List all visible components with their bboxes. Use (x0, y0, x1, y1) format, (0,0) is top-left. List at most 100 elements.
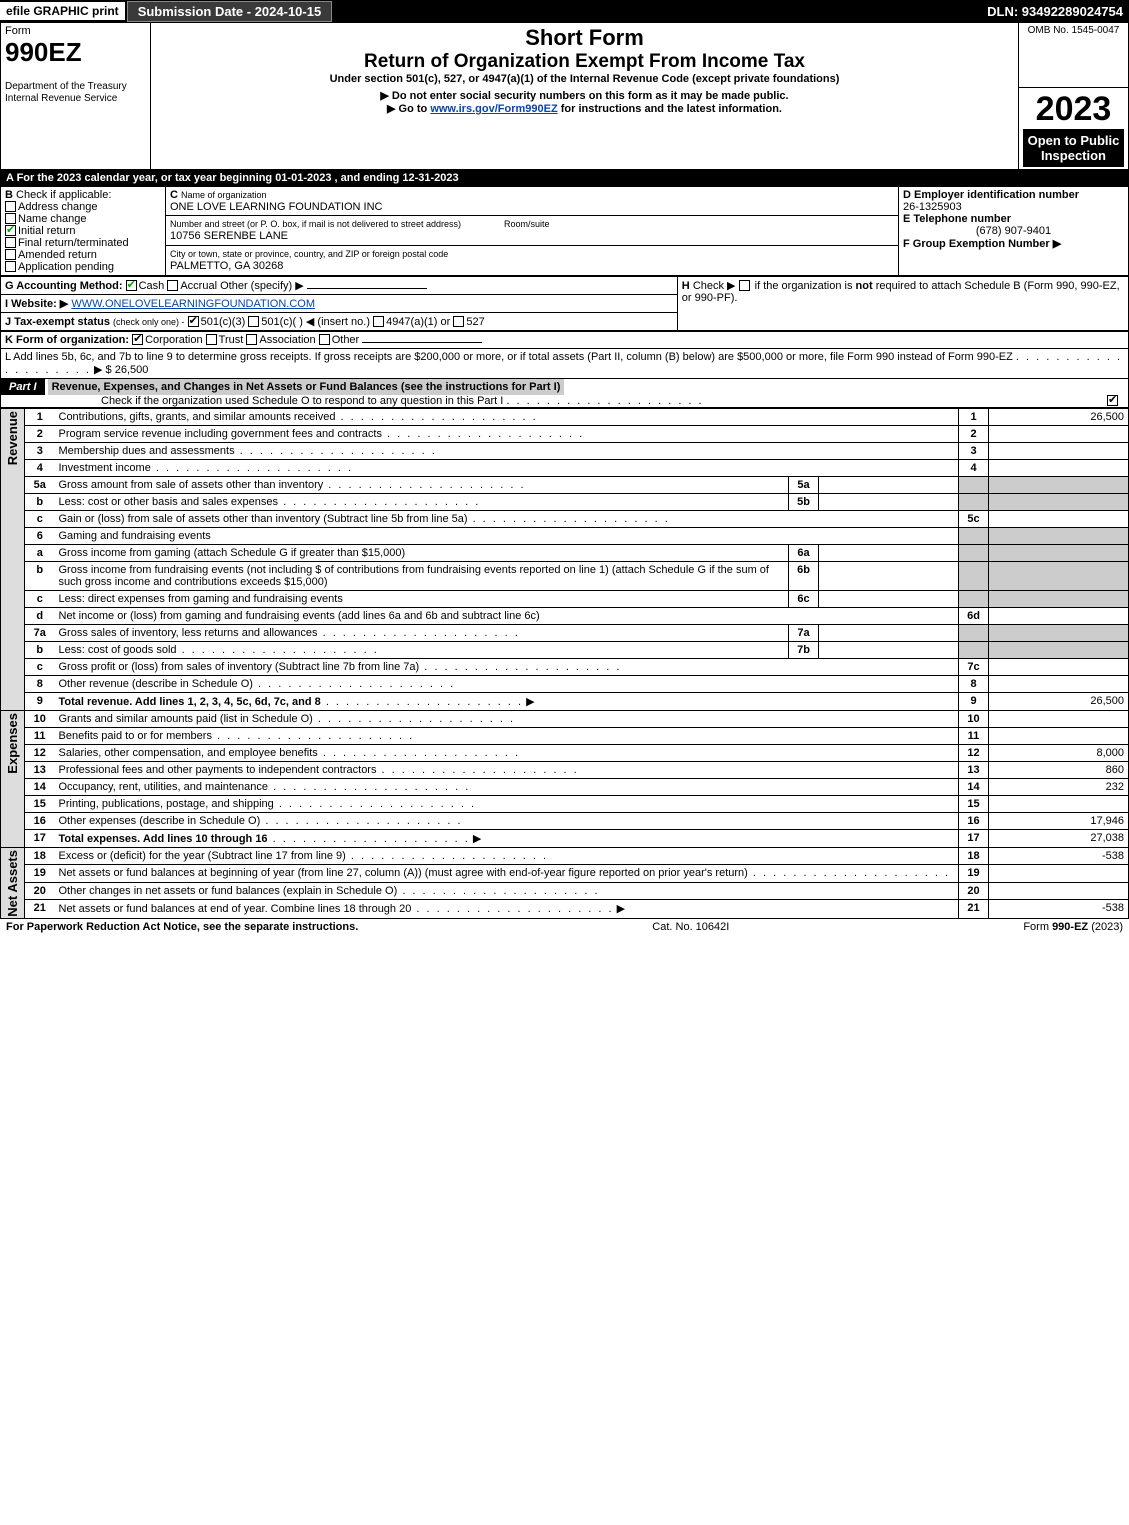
irs-link[interactable]: www.irs.gov/Form990EZ (430, 103, 557, 115)
org-info-table: B Check if applicable: Address change Na… (0, 186, 1129, 276)
opt-application-pending: Application pending (18, 261, 114, 273)
ln16-num: 16 (25, 812, 55, 829)
ln6d-box: 6d (959, 607, 989, 624)
omb-number: OMB No. 1545-0047 (1023, 25, 1124, 36)
ln13-desc: Professional fees and other payments to … (55, 761, 959, 778)
subtitle: Under section 501(c), 527, or 4947(a)(1)… (155, 73, 1014, 85)
part1-lines-table: Revenue 1 Contributions, gifts, grants, … (0, 408, 1129, 920)
opt-527: 527 (466, 316, 484, 328)
opt-name-change: Name change (18, 213, 87, 225)
ln6a-desc: Gross income from gaming (attach Schedul… (55, 544, 789, 561)
chk-other-org[interactable] (319, 334, 330, 345)
ln6-desc: Gaming and fundraising events (55, 527, 959, 544)
chk-final-return[interactable] (5, 237, 16, 248)
chk-corporation[interactable] (132, 334, 143, 345)
efile-print[interactable]: efile GRAPHIC print (0, 2, 125, 20)
title-return: Return of Organization Exempt From Incom… (155, 51, 1014, 73)
ln11-num: 11 (25, 727, 55, 744)
footer-center: Cat. No. 10642I (652, 921, 729, 933)
ln4-num: 4 (25, 459, 55, 476)
chk-association[interactable] (246, 334, 257, 345)
g-h-table: G Accounting Method: Cash Accrual Other … (0, 276, 1129, 331)
form-id-cell: Form 990EZ Department of the Treasury In… (1, 23, 151, 170)
opt-corporation: Corporation (145, 334, 202, 346)
part1-label: Part I (1, 379, 45, 395)
ln7a-shade2 (989, 624, 1129, 641)
header-table: Form 990EZ Department of the Treasury In… (0, 22, 1129, 170)
i-label: I Website: ▶ (5, 298, 68, 310)
dln: DLN: 93492289024754 (987, 4, 1129, 19)
top-bar: efile GRAPHIC print Submission Date - 20… (0, 0, 1129, 22)
chk-initial-return[interactable] (5, 225, 16, 236)
title-cell: Short Form Return of Organization Exempt… (151, 23, 1019, 88)
section-h: H Check ▶ if the organization is not req… (677, 276, 1128, 330)
chk-schedule-b[interactable] (739, 280, 750, 291)
ln16-desc: Other expenses (describe in Schedule O) (55, 812, 959, 829)
ln1-amt: 26,500 (989, 408, 1129, 425)
ln6b-desc: Gross income from fundraising events (no… (55, 561, 789, 590)
ln17-num: 17 (25, 829, 55, 847)
ln9-num: 9 (25, 692, 55, 710)
chk-527[interactable] (453, 316, 464, 327)
ln17-box: 17 (959, 829, 989, 847)
footer-left: For Paperwork Reduction Act Notice, see … (6, 921, 358, 933)
section-c-name: C Name of organization ONE LOVE LEARNING… (166, 186, 899, 216)
ln5a-desc: Gross amount from sale of assets other t… (55, 476, 789, 493)
section-a: A For the 2023 calendar year, or tax yea… (0, 170, 1129, 186)
ln1-num: 1 (25, 408, 55, 425)
footer: For Paperwork Reduction Act Notice, see … (0, 919, 1129, 935)
chk-501c3[interactable] (188, 316, 199, 327)
org-name: ONE LOVE LEARNING FOUNDATION INC (170, 201, 383, 213)
ein-value: 26-1325903 (903, 201, 962, 213)
ln5a-num: 5a (25, 476, 55, 493)
ln8-num: 8 (25, 675, 55, 692)
opt-trust: Trust (219, 334, 244, 346)
website-link[interactable]: WWW.ONELOVELEARNINGFOUNDATION.COM (71, 298, 315, 310)
ln10-box: 10 (959, 710, 989, 727)
ln6a-shade2 (989, 544, 1129, 561)
addr-label: Number and street (or P. O. box, if mail… (170, 219, 461, 229)
ln11-box: 11 (959, 727, 989, 744)
part1-title: Revenue, Expenses, and Changes in Net As… (48, 379, 565, 395)
chk-accrual[interactable] (167, 280, 178, 291)
ln20-desc: Other changes in net assets or fund bala… (55, 882, 959, 900)
ln5b-shade (959, 493, 989, 510)
chk-amended-return[interactable] (5, 249, 16, 260)
chk-application-pending[interactable] (5, 261, 16, 272)
ln5b-num: b (25, 493, 55, 510)
chk-schedule-o[interactable] (1107, 395, 1118, 406)
chk-trust[interactable] (206, 334, 217, 345)
part1-header: Part I Revenue, Expenses, and Changes in… (0, 379, 1129, 408)
h-text: Check ▶ if the organization is not requi… (682, 280, 1120, 304)
ln14-desc: Occupancy, rent, utilities, and maintena… (55, 778, 959, 795)
ln21-amt: -538 (989, 900, 1129, 919)
opt-association: Association (259, 334, 315, 346)
chk-cash[interactable] (126, 280, 137, 291)
ln7c-desc: Gross profit or (loss) from sales of inv… (55, 658, 959, 675)
chk-501c[interactable] (248, 316, 259, 327)
ln6d-num: d (25, 607, 55, 624)
ln11-desc: Benefits paid to or for members (55, 727, 959, 744)
ln19-desc: Net assets or fund balances at beginning… (55, 865, 959, 883)
chk-address-change[interactable] (5, 201, 16, 212)
ln5b-shade2 (989, 493, 1129, 510)
section-i: I Website: ▶ WWW.ONELOVELEARNINGFOUNDATI… (1, 294, 678, 312)
ln6d-amt (989, 607, 1129, 624)
chk-4947[interactable] (373, 316, 384, 327)
ln3-amt (989, 442, 1129, 459)
ln20-amt (989, 882, 1129, 900)
form-word: Form (5, 25, 31, 37)
ln21-box: 21 (959, 900, 989, 919)
ln6b-num: b (25, 561, 55, 590)
b-checkif: Check if applicable: (16, 189, 111, 201)
ln6c-num: c (25, 590, 55, 607)
ln13-amt: 860 (989, 761, 1129, 778)
ln8-box: 8 (959, 675, 989, 692)
ln13-num: 13 (25, 761, 55, 778)
c-label: C (170, 189, 178, 201)
ln17-desc: Total expenses. Add lines 10 through 16 … (55, 829, 959, 847)
ln14-num: 14 (25, 778, 55, 795)
section-g: G Accounting Method: Cash Accrual Other … (1, 276, 678, 294)
ln3-desc: Membership dues and assessments (55, 442, 959, 459)
ln16-box: 16 (959, 812, 989, 829)
